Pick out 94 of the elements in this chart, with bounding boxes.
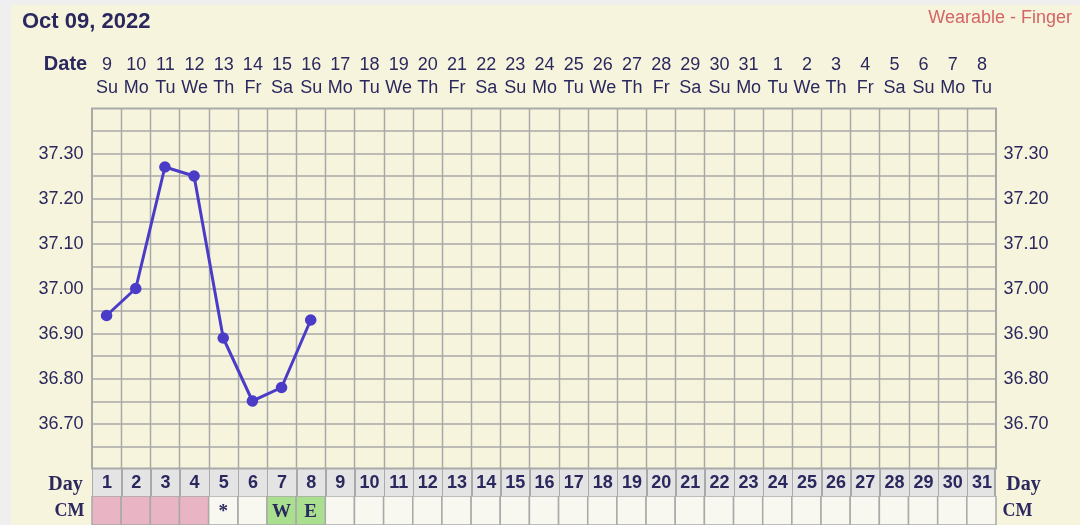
- x-tick-label: 4: [189, 472, 200, 492]
- x2-tick-label: 23 Su: [504, 53, 527, 97]
- x-tick-label: 6: [247, 472, 258, 492]
- y-tick-label: 36.80: [38, 368, 84, 388]
- x-tick-label: 22: [709, 472, 730, 492]
- x2-tick-label: 27 Th: [621, 53, 643, 97]
- x2-tick-label: 19 We: [385, 53, 413, 97]
- x2-tick-label: 30 Su: [708, 53, 731, 97]
- x-tick-label: 17: [563, 472, 584, 492]
- x-tick-label: 31: [971, 472, 992, 492]
- x2-tick-label: 20 Th: [417, 53, 439, 97]
- text: W: [272, 499, 292, 521]
- x2-tick-label: 2 We: [793, 53, 821, 97]
- text: *: [218, 499, 228, 521]
- x-tick-label: 25: [796, 472, 817, 492]
- x-tick-label: 1: [102, 472, 113, 492]
- x-tick-label: 7: [277, 472, 288, 492]
- x-axis-title: Day: [48, 472, 83, 495]
- y-tick-label: 37.30: [38, 143, 84, 163]
- x-tick-label: 18: [592, 472, 613, 492]
- x2-tick-label: 8 Tu: [971, 53, 993, 97]
- x-tick-label: 19: [621, 472, 642, 492]
- text: Wearable - Finger: [928, 6, 1072, 27]
- chart-title: Oct 09, 2022: [22, 7, 151, 33]
- x-tick-label: 9: [335, 472, 346, 492]
- x2-tick-label: 29 Sa: [679, 53, 703, 97]
- x2-tick-label: 26 We: [589, 53, 617, 97]
- x2-tick-label: 9 Su: [96, 53, 119, 97]
- y2-tick-label: 36.90: [1003, 323, 1049, 343]
- x-tick-label: 5: [218, 472, 229, 492]
- y-tick-label: 36.90: [38, 323, 84, 343]
- x2-tick-label: 6 Su: [912, 53, 935, 97]
- x2-axis-title: Date: [43, 52, 88, 74]
- point: [100, 309, 113, 322]
- point: [304, 314, 317, 326]
- y2-tick-label: 36.80: [1003, 368, 1049, 388]
- x2-tick-label: 3 Th: [825, 53, 847, 97]
- x-tick-label: 8: [306, 472, 317, 492]
- y-tick-label: 37.10: [38, 233, 84, 253]
- x2-tick-label: 5 Sa: [883, 53, 907, 97]
- x-tick-label: 30: [942, 472, 963, 492]
- y2-tick-label: 37.30: [1003, 143, 1049, 163]
- point: [275, 381, 288, 394]
- x-tick-label: 3: [160, 472, 171, 492]
- text: Day: [1006, 472, 1041, 494]
- point: [159, 161, 171, 173]
- x2-tick-label: 14 Fr: [242, 53, 263, 97]
- x2-tick-label: 31 Mo: [736, 53, 762, 97]
- x-tick-label: 10: [359, 472, 380, 492]
- point: [217, 332, 230, 344]
- x-tick-label: 2: [131, 472, 142, 492]
- x2-tick-label: 12 We: [181, 53, 208, 97]
- x-tick-label: 27: [855, 472, 876, 492]
- x2-tick-label: 25 Tu: [563, 53, 584, 97]
- x2-tick-label: 4 Fr: [856, 53, 874, 97]
- y-tick-label: 37.00: [38, 278, 84, 298]
- x2-tick-label: 28 Fr: [651, 53, 672, 97]
- x2-tick-label: 22 Sa: [475, 53, 499, 97]
- point: [246, 395, 259, 407]
- y-tick-label: 37.20: [38, 188, 84, 208]
- x-tick-label: 14: [476, 472, 497, 492]
- x-tick-label: 20: [651, 472, 672, 492]
- x-tick-label: 23: [738, 472, 759, 492]
- x2-tick-label: 10 Mo: [123, 53, 149, 97]
- y2-tick-label: 37.00: [1003, 278, 1049, 298]
- point: [188, 170, 200, 182]
- x2-tick-label: 24 Mo: [531, 53, 558, 97]
- y2-tick-label: 37.10: [1003, 233, 1049, 253]
- x-tick-label: 15: [505, 472, 526, 492]
- x-tick-label: 16: [534, 472, 555, 492]
- x-tick-label: 13: [447, 472, 468, 492]
- x2-tick-label: 18 Tu: [359, 53, 380, 97]
- x-tick-label: 11: [389, 472, 409, 492]
- x-tick-label: 26: [826, 472, 847, 492]
- x2-tick-label: 1 Tu: [767, 53, 788, 97]
- x2-tick-label: 16 Su: [300, 53, 323, 97]
- x-tick-label: 21: [680, 472, 701, 492]
- y2-tick-label: CM: [1002, 499, 1033, 520]
- x2-tick-label: 7 Mo: [940, 53, 966, 97]
- x-tick-label: 24: [767, 472, 788, 492]
- x2-tick-label: 17 Mo: [327, 53, 353, 97]
- y-tick-label: 36.70: [38, 413, 84, 433]
- y2-tick-label: 36.70: [1003, 413, 1049, 433]
- x2-tick-label: 15 Sa: [271, 53, 295, 97]
- x-tick-label: 12: [417, 472, 438, 492]
- x2-tick-label: 11 Tu: [155, 53, 176, 97]
- point: [129, 282, 142, 295]
- y2-tick-label: 37.20: [1003, 188, 1049, 208]
- x-tick-label: 29: [913, 472, 934, 492]
- x2-tick-label: 13 Th: [213, 53, 235, 97]
- x2-tick-label: 21 Fr: [447, 53, 468, 97]
- text: E: [304, 499, 318, 521]
- y-tick-label: CM: [54, 499, 85, 520]
- x-tick-label: 28: [884, 472, 905, 492]
